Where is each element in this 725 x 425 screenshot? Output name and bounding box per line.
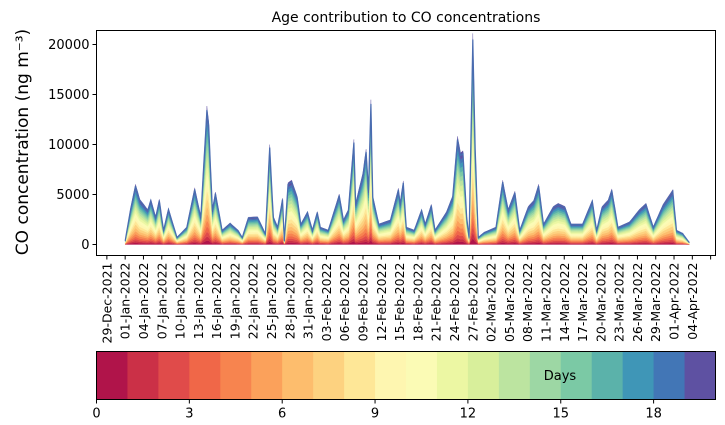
x-tick-label: 04-Apr-2022 [685,263,700,340]
colorbar-swatch-18 [653,351,686,400]
x-tick-label: 16-Jan-2022 [209,263,224,340]
x-tick-label: 01-Apr-2022 [667,263,682,340]
x-tick-label: 26-Mar-2022 [630,263,645,343]
x-tick-label: 14-Mar-2022 [557,263,572,343]
x-tick-label: 24-Feb-2022 [447,263,462,342]
y-axis-label: CO concentration (ng m⁻³) [13,29,33,255]
x-tick-label: 10-Jan-2022 [173,263,188,340]
y-axis: 0 5000 10000 15000 20000 [48,38,97,253]
total-line [124,39,690,243]
x-tick-label: 17-Mar-2022 [575,263,590,343]
x-tick-label: 01-Jan-2022 [118,263,133,340]
x-tick-label: 28-Jan-2022 [282,263,297,340]
colorbar-label: Days [544,369,577,384]
y-tick-label: 15000 [48,88,89,103]
x-tick-label: 06-Feb-2022 [337,263,352,342]
x-tick-label: 04-Jan-2022 [136,263,151,340]
x-tick-label: 08-Mar-2022 [520,263,535,343]
colorbar-tick-label: 9 [371,407,379,422]
colorbar-swatch-5 [251,351,283,400]
y-tick-label: 0 [81,238,89,253]
colorbar-swatch-6 [282,351,314,400]
x-tick-label: 19-Jan-2022 [227,263,242,340]
x-tick-label: 29-Mar-2022 [648,263,663,343]
colorbar-swatch-8 [344,351,376,400]
colorbar-swatch-16 [591,351,624,400]
y-tick-label: 20000 [48,38,89,53]
colorbar-swatch-2 [158,351,190,400]
colorbar-frame [96,351,716,400]
x-tick-label: 18-Feb-2022 [410,263,425,342]
x-tick-label: 29-Dec-2021 [99,263,114,344]
x-axis: 29-Dec-2021 01-Jan-2022 04-Jan-2022 07-Jan-… [99,255,712,344]
colorbar-tick-label: 6 [278,407,286,422]
x-tick-label: 21-Feb-2022 [429,263,444,342]
colorbar-swatch-4 [220,351,252,400]
colorbar-swatch-3 [189,351,221,400]
colorbar-swatch-7 [313,351,345,400]
colorbar-swatch-0 [96,351,128,400]
x-tick-label: 25-Jan-2022 [264,263,279,340]
x-tick-label: 22-Jan-2022 [246,263,261,340]
colorbar-tick-label: 15 [552,407,569,422]
colorbar-swatch-13 [498,351,531,400]
colorbar-tick-label: 18 [645,407,662,422]
x-tick-label: 05-Mar-2022 [502,263,517,343]
colorbar-swatch-17 [622,351,655,400]
colorbar-swatch-9 [375,351,407,400]
colorbar-swatch-10 [406,351,438,400]
colorbar: 0 3 6 9 12 15 18 [92,351,716,422]
colorbar-swatch-1 [127,351,159,400]
x-tick-label: 23-Mar-2022 [612,263,627,343]
colorbar-tick-label: 0 [92,407,100,422]
y-tick-label: 10000 [48,138,89,153]
colorbar-swatch-11 [436,351,469,400]
x-tick-label: 12-Feb-2022 [374,263,389,342]
colorbar-swatch-14 [529,351,562,400]
colorbar-swatch-12 [467,351,500,400]
chart-title: Age contribution to CO concentrations [272,10,541,26]
plot-frame [96,30,716,256]
x-tick-label: 31-Jan-2022 [301,263,316,340]
x-tick-label: 09-Feb-2022 [356,263,371,342]
x-tick-label: 02-Mar-2022 [484,263,499,343]
colorbar-swatch-15 [560,351,593,400]
x-tick-label: 13-Jan-2022 [191,263,206,340]
colorbar-swatch-19 [684,351,716,400]
colorbar-tick-label: 3 [185,407,193,422]
x-tick-label: 15-Feb-2022 [392,263,407,342]
x-tick-label: 20-Mar-2022 [593,263,608,343]
x-tick-label: 07-Jan-2022 [154,263,169,340]
x-tick-label: 11-Mar-2022 [539,263,554,343]
x-tick-label: 27-Feb-2022 [465,263,480,342]
y-tick-label: 5000 [56,188,89,203]
colorbar-tick-label: 12 [460,407,477,422]
x-tick-label: 03-Feb-2022 [319,263,334,342]
plot-area [124,33,690,245]
